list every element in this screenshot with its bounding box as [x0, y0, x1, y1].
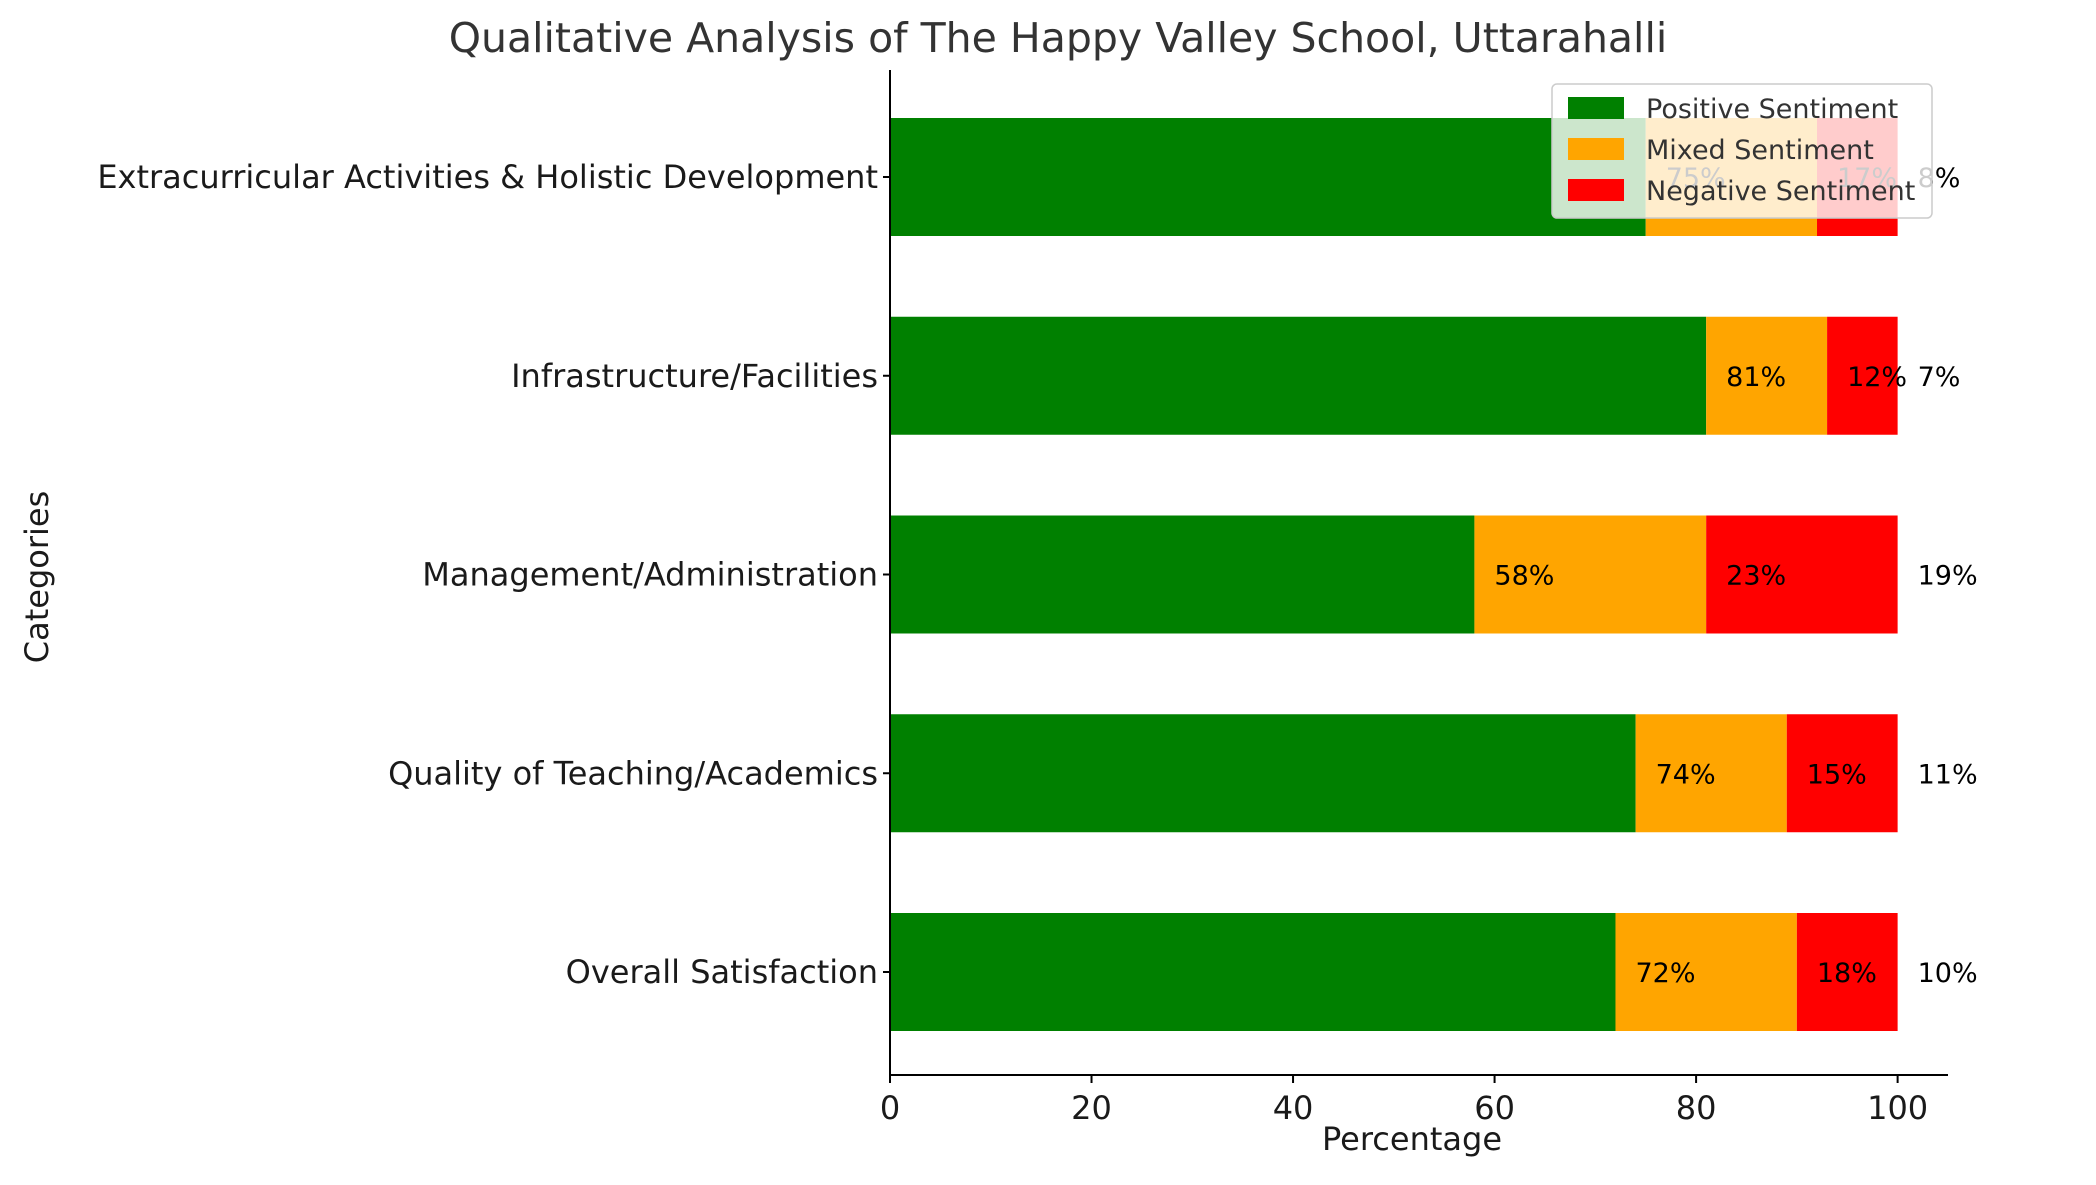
- data-label-mixed: 15%: [1807, 759, 1867, 790]
- bar-positive: [890, 316, 1707, 435]
- bar-negative: [1827, 316, 1898, 435]
- legend-swatch-positive: [1568, 97, 1624, 119]
- bar-negative: [1706, 515, 1898, 634]
- bar-negative: [1796, 913, 1898, 1031]
- legend-label-negative: Negative Sentiment: [1646, 176, 1915, 207]
- bar-mixed: [1615, 913, 1797, 1031]
- data-label-negative: 10%: [1918, 958, 1978, 989]
- data-label-mixed: 12%: [1847, 362, 1907, 393]
- data-label-negative: 19%: [1918, 561, 1978, 592]
- bar-mixed: [1706, 316, 1828, 435]
- bar-positive: [890, 714, 1636, 833]
- data-label-mixed: 23%: [1726, 561, 1786, 592]
- data-label-negative: 11%: [1918, 759, 1978, 790]
- data-label-positive: 72%: [1635, 958, 1695, 989]
- data-label-positive: 74%: [1656, 759, 1716, 790]
- legend-swatch-negative: [1568, 179, 1624, 201]
- x-tick-label: 0: [880, 1089, 900, 1127]
- legend-label-mixed: Mixed Sentiment: [1646, 135, 1874, 166]
- x-axis-label: Percentage: [1322, 1120, 1502, 1158]
- category-label: Overall Satisfaction: [566, 953, 878, 991]
- data-label-positive: 58%: [1494, 561, 1554, 592]
- bar-positive: [890, 913, 1616, 1031]
- x-tick-label: 80: [1676, 1089, 1717, 1127]
- x-tick-label: 20: [1071, 1089, 1112, 1127]
- bar-mixed: [1635, 714, 1787, 833]
- x-tick-label: 40: [1273, 1089, 1314, 1127]
- data-label-mixed: 18%: [1817, 958, 1877, 989]
- bar-negative: [1786, 714, 1898, 833]
- legend-label-positive: Positive Sentiment: [1646, 94, 1898, 125]
- legend: Positive Sentiment Mixed Sentiment Negativ…: [1551, 83, 1933, 219]
- category-label: Management/Administration: [422, 556, 878, 594]
- legend-box: [1551, 83, 1933, 219]
- chart-title: Qualitative Analysis of The Happy Valley…: [449, 14, 1667, 62]
- category-label: Quality of Teaching/Academics: [388, 754, 878, 792]
- bar-mixed: [1474, 515, 1707, 634]
- data-label-positive: 81%: [1726, 362, 1786, 393]
- bar-positive: [890, 118, 1646, 236]
- y-axis-label: Categories: [18, 491, 56, 663]
- bars-layer: [890, 118, 1898, 1031]
- x-tick-label: 100: [1867, 1089, 1928, 1127]
- data-label-negative: 7%: [1918, 362, 1961, 393]
- category-label: Extracurricular Activities & Holistic De…: [97, 158, 878, 196]
- category-label: Infrastructure/Facilities: [511, 357, 878, 395]
- legend-swatch-mixed: [1568, 138, 1624, 160]
- x-tick-label: 60: [1474, 1089, 1515, 1127]
- bar-positive: [890, 515, 1475, 634]
- axes-layer: Overall Satisfaction Quality of Teaching/…: [97, 70, 1948, 1127]
